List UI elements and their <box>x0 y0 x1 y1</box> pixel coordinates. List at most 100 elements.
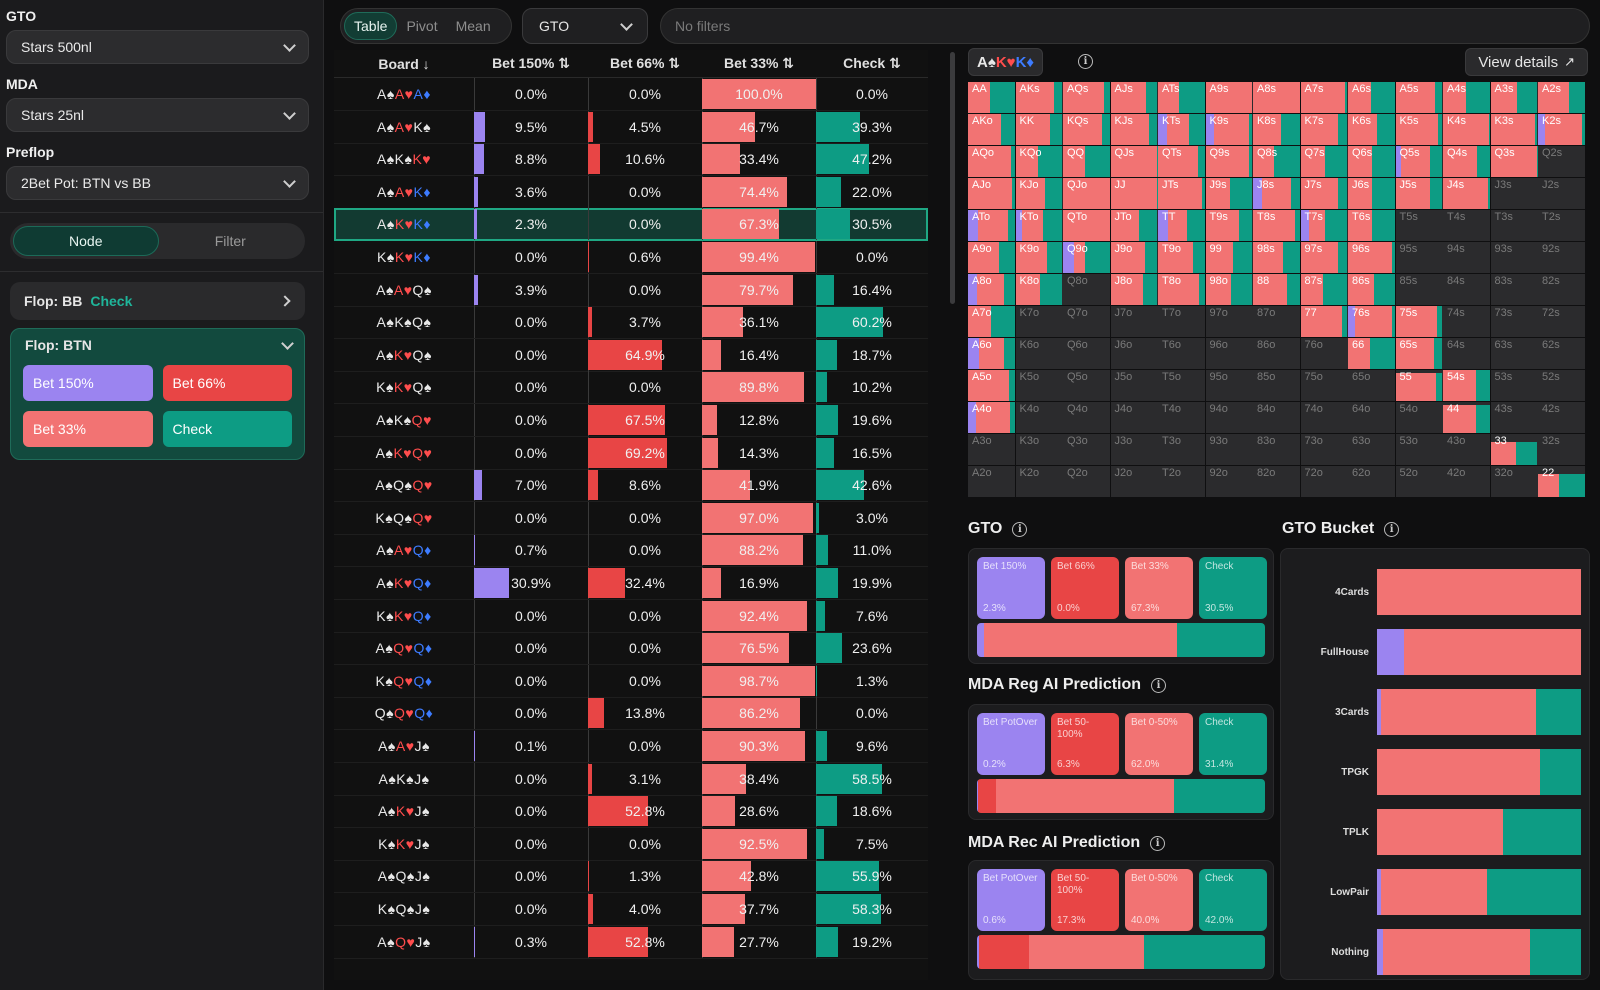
table-row[interactable]: A ♠ K ♠ Q ♥ 0.0% 67.5% 12.8% 19.6% <box>334 404 928 437</box>
hand-cell[interactable]: 92o <box>1205 466 1253 497</box>
hand-cell[interactable]: K6s <box>1348 114 1395 145</box>
hand-cell[interactable]: A3o <box>968 434 1015 465</box>
hand-cell[interactable]: 99 <box>1205 242 1253 273</box>
hand-cell[interactable]: JJ <box>1110 178 1158 209</box>
hand-cell[interactable]: 86s <box>1348 274 1395 305</box>
hand-cell[interactable]: T2s <box>1538 210 1585 241</box>
hand-cell[interactable]: K5s <box>1395 114 1443 145</box>
hand-cell[interactable]: AJo <box>968 178 1015 209</box>
toggle-node[interactable]: Node <box>13 226 159 256</box>
hand-cell[interactable]: J4s <box>1443 178 1490 209</box>
table-row[interactable]: K ♠ K ♥ Q ♠ 0.0% 0.0% 89.8% 10.2% <box>334 371 928 405</box>
hand-cell[interactable]: T4o <box>1158 402 1205 433</box>
hand-cell[interactable]: 43o <box>1443 434 1490 465</box>
hand-cell[interactable]: KQo <box>1015 146 1063 177</box>
hand-cell[interactable]: T9s <box>1205 210 1253 241</box>
hand-cell[interactable]: K2s <box>1538 114 1585 145</box>
hand-cell[interactable]: Q7o <box>1063 306 1110 337</box>
hand-cell[interactable]: 94s <box>1443 242 1490 273</box>
hand-cell[interactable]: K7s <box>1300 114 1348 145</box>
hand-cell[interactable]: 96o <box>1205 338 1253 369</box>
hand-cell[interactable]: T6o <box>1158 338 1205 369</box>
hand-cell[interactable]: QTs <box>1158 146 1205 177</box>
hand-cell[interactable]: AKo <box>968 114 1015 145</box>
hand-cell[interactable]: K8o <box>1015 274 1063 305</box>
table-scrollbar[interactable] <box>950 52 955 304</box>
bucket-bar[interactable] <box>1377 869 1581 915</box>
hand-cell[interactable]: 54o <box>1395 402 1443 433</box>
hand-cell[interactable]: 74s <box>1443 306 1490 337</box>
table-row[interactable]: A ♠ Q ♠ J ♠ 0.0% 1.3% 42.8% 55.9% <box>334 860 928 894</box>
hand-cell[interactable]: AJs <box>1110 82 1158 113</box>
hand-cell[interactable]: T4s <box>1443 210 1490 241</box>
hand-cell[interactable]: KJs <box>1110 114 1158 145</box>
hand-cell[interactable]: 97o <box>1205 306 1253 337</box>
hand-cell[interactable]: J8s <box>1253 178 1300 209</box>
hand-cell[interactable]: K4o <box>1015 402 1063 433</box>
hand-cell[interactable]: K3o <box>1015 434 1063 465</box>
hand-cell[interactable]: K7o <box>1015 306 1063 337</box>
hand-cell[interactable]: 64o <box>1348 402 1395 433</box>
hand-cell[interactable]: 85s <box>1395 274 1443 305</box>
hand-cell[interactable]: A5s <box>1395 82 1443 113</box>
hand-cell[interactable]: 97s <box>1300 242 1348 273</box>
table-row[interactable]: K ♠ K ♥ Q ♦ 0.0% 0.0% 92.4% 7.6% <box>334 599 928 633</box>
hand-cell[interactable]: Q7s <box>1300 146 1348 177</box>
bucket-bar[interactable] <box>1377 569 1581 615</box>
hand-cell[interactable]: 72o <box>1300 466 1348 497</box>
toggle-filter[interactable]: Filter <box>214 233 246 249</box>
hand-cell[interactable]: KJo <box>1015 178 1063 209</box>
table-row[interactable]: A ♠ A ♥ K ♦ 3.6% 0.0% 74.4% 22.0% <box>334 175 928 209</box>
hand-cell[interactable]: 44 <box>1443 402 1490 433</box>
hand-cell[interactable]: KQs <box>1063 114 1110 145</box>
hand-cell[interactable]: AQs <box>1063 82 1110 113</box>
table-row[interactable]: A ♠ A ♥ Q ♠ 3.9% 0.0% 79.7% 16.4% <box>334 273 928 307</box>
hand-cell[interactable]: K4s <box>1443 114 1490 145</box>
hand-cell[interactable]: A4o <box>968 402 1015 433</box>
table-row[interactable]: A ♠ A ♥ K ♠ 9.5% 4.5% 46.7% 39.3% <box>334 110 928 144</box>
hand-cell[interactable]: 77 <box>1300 306 1348 337</box>
hand-cell[interactable]: 76o <box>1300 338 1348 369</box>
hand-cell[interactable]: Q5s <box>1395 146 1443 177</box>
table-row[interactable]: Q ♠ Q ♥ Q ♦ 0.0% 13.8% 86.2% 0.0% <box>334 697 928 731</box>
hand-cell[interactable]: J5s <box>1395 178 1443 209</box>
hand-cell[interactable]: 53s <box>1490 370 1538 401</box>
header-bet-150[interactable]: Bet 150% ⇅ <box>492 55 570 71</box>
header-bet-66[interactable]: Bet 66% ⇅ <box>609 55 681 71</box>
hand-cell[interactable]: 74o <box>1300 402 1348 433</box>
hand-cell[interactable]: TT <box>1158 210 1205 241</box>
hand-cell[interactable]: A2s <box>1538 82 1585 113</box>
hand-cell[interactable]: ATs <box>1158 82 1205 113</box>
hand-cell[interactable]: 92s <box>1538 242 1585 273</box>
hand-cell[interactable]: Q5o <box>1063 370 1110 401</box>
hand-cell[interactable]: 32o <box>1490 466 1538 497</box>
info-icon[interactable]: i <box>1078 54 1093 69</box>
hand-cell[interactable]: J6s <box>1348 178 1395 209</box>
hand-cell[interactable]: 82o <box>1253 466 1300 497</box>
hand-cell[interactable]: K5o <box>1015 370 1063 401</box>
hand-cell[interactable]: A4s <box>1443 82 1490 113</box>
bucket-bar[interactable] <box>1377 749 1581 795</box>
hand-cell[interactable]: 65s <box>1395 338 1443 369</box>
table-row[interactable]: A ♠ K ♥ K ♦ 2.3% 0.0% 67.3% 30.5% <box>334 208 928 242</box>
hand-cell[interactable]: T7o <box>1158 306 1205 337</box>
table-row[interactable]: A ♠ Q ♥ Q ♦ 0.0% 0.0% 76.5% 23.6% <box>334 632 928 666</box>
hand-cell[interactable]: 94o <box>1205 402 1253 433</box>
hand-cell[interactable]: ATo <box>968 210 1015 241</box>
hand-cell[interactable]: J7o <box>1110 306 1158 337</box>
hand-cell[interactable]: QQ <box>1063 146 1110 177</box>
hand-cell[interactable]: T2o <box>1158 466 1205 497</box>
hand-cell[interactable]: 63s <box>1490 338 1538 369</box>
preflop-select[interactable]: 2Bet Pot: BTN vs BB <box>6 166 309 200</box>
hand-cell[interactable]: Q8o <box>1063 274 1110 305</box>
hand-cell[interactable]: QJs <box>1110 146 1158 177</box>
table-row[interactable]: A ♠ Q ♥ J ♠ 0.3% 52.8% 27.7% 19.2% <box>334 925 928 959</box>
hand-cell[interactable]: 96s <box>1348 242 1395 273</box>
action-bet-33-button[interactable]: Bet 33% <box>23 411 153 447</box>
hand-cell[interactable]: K9o <box>1015 242 1063 273</box>
hand-cell[interactable]: T7s <box>1300 210 1348 241</box>
hand-cell[interactable]: K2o <box>1015 466 1063 497</box>
hand-cell[interactable]: 43s <box>1490 402 1538 433</box>
hand-cell[interactable]: K3s <box>1490 114 1538 145</box>
hand-cell[interactable]: Q4o <box>1063 402 1110 433</box>
